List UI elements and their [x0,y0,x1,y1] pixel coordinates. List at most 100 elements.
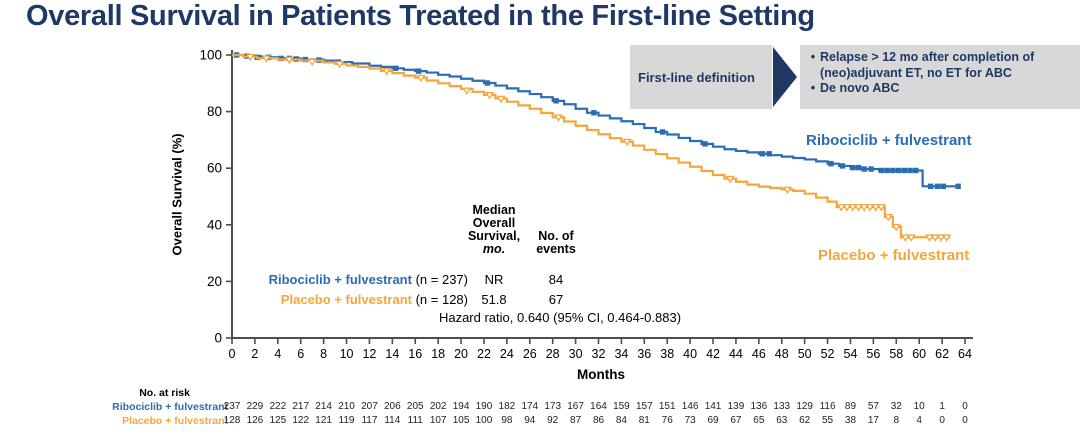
at-risk-value: 173 [544,401,562,412]
censor-mark-square [484,80,491,86]
y-tick-label: 60 [207,161,222,176]
x-tick-label: 18 [431,347,445,361]
at-risk-value: 222 [269,401,287,412]
first-line-definition-label: First-line definition [638,69,755,85]
bullet-icon: • [810,50,816,64]
x-tick-label: 8 [320,347,327,361]
at-risk-value: 210 [338,401,355,412]
arrow-right-icon [773,47,797,107]
censor-mark-triangle [782,186,793,195]
at-risk-value: 205 [406,401,424,412]
at-risk-value: 128 [223,415,241,426]
at-risk-value: 146 [681,401,699,412]
x-tick-label: 12 [362,347,376,361]
censor-mark-square [415,68,422,74]
bullet-icon: • [810,81,816,95]
censor-mark-triangle [900,234,910,242]
x-tick-label: 24 [500,347,514,361]
censor-mark-square [934,183,941,190]
at-risk-value: 107 [429,415,447,426]
x-tick-label: 46 [752,347,766,361]
x-tick-label: 44 [729,347,743,361]
at-risk-value: 92 [547,415,559,426]
censor-mark-square [861,166,867,172]
at-risk-value: 164 [590,401,607,412]
y-axis-title: Overall Survival (%) [169,133,185,256]
stats-row-placebo: Placebo + fulvestrant (n = 128) [280,292,468,307]
at-risk-value: 8 [893,415,900,426]
at-risk-value: 126 [246,415,264,426]
at-risk-value: 81 [638,415,650,426]
at-risk-value: 38 [844,415,857,426]
at-risk-value: 98 [501,415,513,426]
at-risk-value: 57 [867,401,879,412]
censor-mark-triangle [307,58,317,67]
at-risk-value: 217 [292,401,310,412]
x-tick-label: 32 [592,347,606,361]
at-risk-value: 4 [916,415,922,426]
at-risk-value: 141 [704,401,722,412]
censor-mark-square [927,183,934,190]
at-risk-value: 0 [962,415,968,426]
stats-events-placebo: 67 [548,292,564,307]
x-tick-label: 58 [889,347,903,361]
at-risk-value: 84 [615,415,627,426]
censor-mark-square [659,129,666,135]
x-tick-label: 64 [958,347,972,361]
censor-mark-square [884,167,890,174]
y-tick-label: 40 [207,217,222,232]
censor-mark-triangle [496,95,506,104]
censor-mark-triangle [842,204,852,212]
censor-mark-triangle [876,204,886,212]
censor-mark-square [850,164,856,171]
censor-mark-square [913,167,919,174]
stats-header-median: Median Overall Survival, mo. [467,203,521,256]
censor-mark-square [393,65,399,72]
censor-mark-triangle [245,53,255,62]
x-tick-label: 62 [935,347,949,361]
at-risk-value: 94 [524,415,536,426]
curve-label-placebo: Placebo + fulvestrant [818,247,970,264]
censor-mark-triangle [382,67,392,76]
censor-mark-triangle [261,55,271,63]
at-risk-value: 0 [962,401,968,412]
x-tick-label: 60 [912,347,926,361]
censor-mark-square [591,110,597,116]
x-tick-label: 42 [706,347,720,361]
x-tick-label: 14 [385,347,399,361]
at-risk-value: 76 [661,415,673,426]
at-risk-value: 214 [315,401,332,412]
hazard-ratio-text: Hazard ratio, 0.640 (95% CI, 0.464-0.883… [438,310,682,325]
at-risk-value: 87 [570,415,582,426]
at-risk-value: 17 [867,415,879,426]
at-risk-value: 100 [475,415,493,426]
first-line-definition-bullets: • Relapse > 12 mo after completion of (n… [800,45,1080,109]
x-tick-label: 36 [637,347,651,361]
at-risk-value: 32 [890,401,902,412]
at-risk-value: 105 [452,415,470,426]
at-risk-value: 157 [635,401,653,412]
censor-mark-triangle [622,138,632,147]
censor-mark-triangle [936,234,946,242]
at-risk-value: 111 [407,415,423,426]
at-risk-value: 62 [799,415,811,426]
at-risk-value: 119 [338,415,355,426]
censor-mark-triangle [416,74,426,83]
at-risk-value: 174 [521,401,539,412]
censor-mark-triangle [485,92,495,100]
censor-mark-square [890,167,896,174]
at-risk-value: 151 [658,401,676,412]
censor-mark-square [302,56,308,63]
at-risk-value: 136 [750,401,768,412]
censor-mark-square [855,164,862,171]
x-tick-label: 22 [477,347,491,361]
censor-mark-square [278,55,284,62]
censor-mark-triangle [865,204,875,212]
x-tick-label: 20 [454,347,468,361]
page-title: Overall Survival in Patients Treated in … [26,0,815,32]
censor-mark-triangle [883,214,893,222]
x-tick-label: 56 [866,347,880,361]
definition-bullet-2: • De novo ABC [806,81,1076,97]
censor-mark-square [759,151,765,157]
at-risk-label-ribociclib: Ribociclib + fulvestrant [112,401,228,413]
